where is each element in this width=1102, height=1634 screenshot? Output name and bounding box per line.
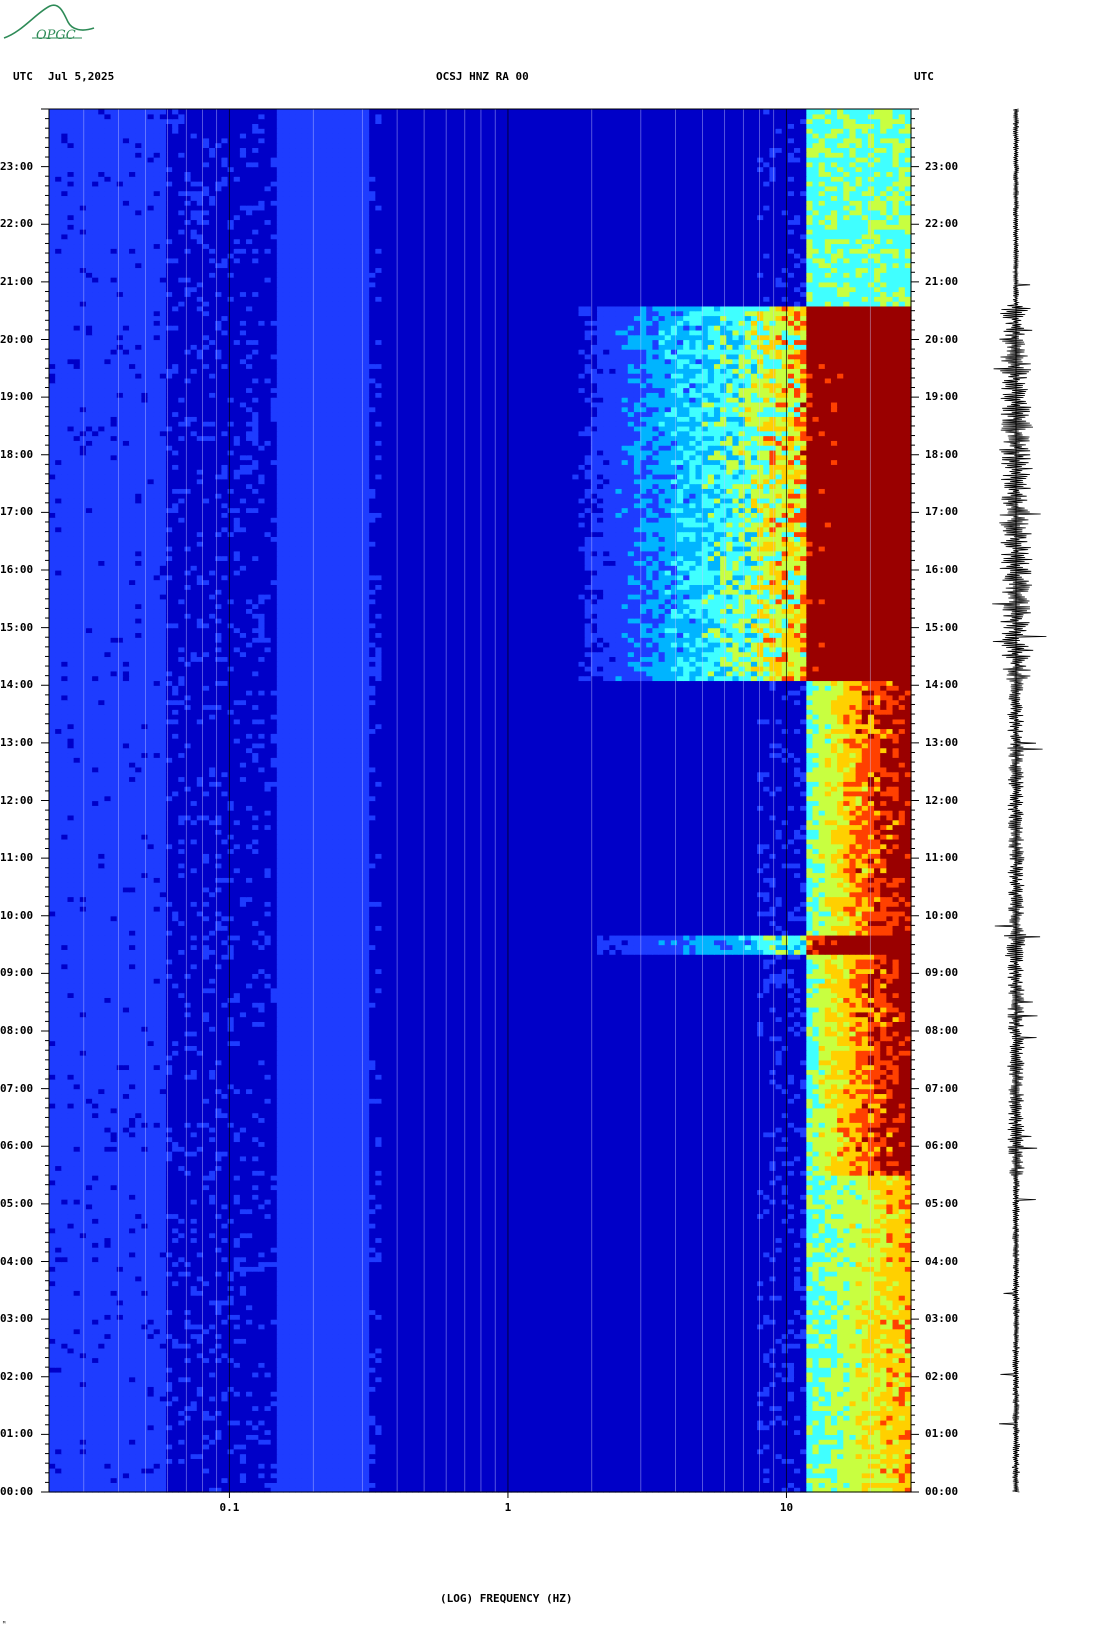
y-tick-label-left: 15:00	[0, 622, 33, 634]
y-tick-label-left: 02:00	[0, 1371, 33, 1383]
y-tick-label-left: 04:00	[0, 1256, 33, 1268]
y-tick-label-right: 22:00	[925, 218, 958, 230]
y-tick-label-left: 22:00	[0, 218, 33, 230]
corner-mark: ᴹ	[2, 1620, 6, 1628]
y-tick-label-left: 23:00	[0, 161, 33, 173]
y-tick-label-left: 03:00	[0, 1313, 33, 1325]
y-tick-label-right: 13:00	[925, 737, 958, 749]
y-tick-label-left: 18:00	[0, 449, 33, 461]
y-tick-label-left: 01:00	[0, 1428, 33, 1440]
y-tick-label-left: 10:00	[0, 910, 33, 922]
y-tick-label-right: 12:00	[925, 795, 958, 807]
y-tick-label-left: 08:00	[0, 1025, 33, 1037]
y-tick-label-right: 01:00	[925, 1428, 958, 1440]
x-tick-label: 1	[505, 1502, 512, 1514]
x-axis-title: (LOG) FREQUENCY (HZ)	[440, 1592, 572, 1605]
x-tick-label: 0.1	[220, 1502, 240, 1514]
y-tick-label-right: 08:00	[925, 1025, 958, 1037]
y-tick-label-right: 21:00	[925, 276, 958, 288]
y-tick-label-right: 15:00	[925, 622, 958, 634]
y-tick-label-left: 06:00	[0, 1140, 33, 1152]
y-tick-label-left: 09:00	[0, 967, 33, 979]
y-tick-label-left: 19:00	[0, 391, 33, 403]
y-tick-label-right: 19:00	[925, 391, 958, 403]
y-tick-label-right: 00:00	[925, 1486, 958, 1498]
y-tick-label-right: 11:00	[925, 852, 958, 864]
y-tick-label-right: 20:00	[925, 334, 958, 346]
y-tick-label-right: 18:00	[925, 449, 958, 461]
y-tick-label-left: 17:00	[0, 506, 33, 518]
y-tick-label-left: 13:00	[0, 737, 33, 749]
y-tick-label-left: 20:00	[0, 334, 33, 346]
y-tick-label-right: 10:00	[925, 910, 958, 922]
y-tick-label-right: 04:00	[925, 1256, 958, 1268]
y-tick-label-left: 16:00	[0, 564, 33, 576]
y-tick-label-right: 06:00	[925, 1140, 958, 1152]
y-tick-label-right: 23:00	[925, 161, 958, 173]
y-tick-label-left: 14:00	[0, 679, 33, 691]
y-tick-label-right: 14:00	[925, 679, 958, 691]
y-tick-label-right: 03:00	[925, 1313, 958, 1325]
y-tick-label-right: 05:00	[925, 1198, 958, 1210]
x-tick-label: 10	[780, 1502, 793, 1514]
y-tick-label-right: 09:00	[925, 967, 958, 979]
spectrogram-field	[49, 109, 912, 1493]
y-tick-label-right: 16:00	[925, 564, 958, 576]
y-tick-label-left: 12:00	[0, 795, 33, 807]
y-tick-label-left: 21:00	[0, 276, 33, 288]
y-tick-label-left: 05:00	[0, 1198, 33, 1210]
seismogram-trace	[992, 109, 1046, 1492]
y-tick-label-right: 17:00	[925, 506, 958, 518]
y-tick-label-left: 07:00	[0, 1083, 33, 1095]
y-tick-label-left: 00:00	[0, 1486, 33, 1498]
y-tick-label-right: 02:00	[925, 1371, 958, 1383]
y-tick-label-right: 07:00	[925, 1083, 958, 1095]
y-tick-label-left: 11:00	[0, 852, 33, 864]
